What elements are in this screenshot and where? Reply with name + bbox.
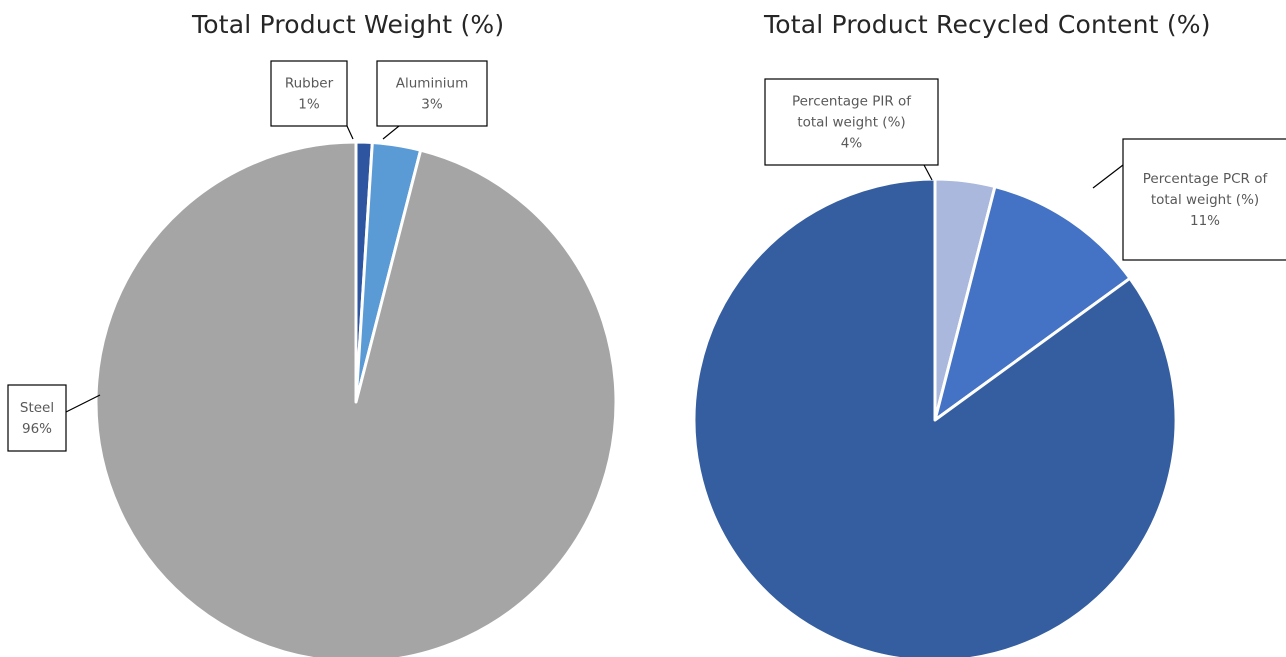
callout-label: Aluminium bbox=[396, 76, 468, 92]
callout-value: 4% bbox=[841, 136, 863, 152]
callout-label: total weight (%) bbox=[1151, 192, 1259, 208]
callout-value: 96% bbox=[22, 421, 52, 437]
pie-slice-remainder bbox=[692, 177, 1178, 657]
callout-box bbox=[376, 60, 488, 127]
callout-label: Rubber bbox=[285, 76, 334, 92]
callout-value: 3% bbox=[421, 97, 443, 113]
callout-box bbox=[270, 60, 348, 127]
callout-value: 1% bbox=[298, 97, 320, 113]
callout-box bbox=[7, 384, 67, 452]
callout-leader bbox=[923, 164, 933, 181]
callout-label: Percentage PIR of bbox=[792, 94, 912, 110]
callout-leader bbox=[65, 394, 101, 413]
callout-leader bbox=[1092, 164, 1124, 189]
callout-box bbox=[764, 78, 939, 166]
callout-value: 11% bbox=[1190, 213, 1220, 229]
callout-box bbox=[1122, 138, 1286, 261]
chart-title-weight: Total Product Weight (%) bbox=[192, 10, 505, 39]
pie-slice-percentage-pcr-of-total-weight bbox=[933, 185, 1132, 422]
callout-label: total weight (%) bbox=[797, 115, 905, 131]
chart-title-recycled: Total Product Recycled Content (%) bbox=[764, 10, 1211, 39]
pie-slice-steel bbox=[94, 140, 618, 657]
callout-leader bbox=[346, 125, 354, 140]
callout-label: Percentage PCR of bbox=[1143, 171, 1269, 187]
callout-label: Steel bbox=[20, 400, 54, 416]
callout-leader bbox=[382, 125, 400, 140]
